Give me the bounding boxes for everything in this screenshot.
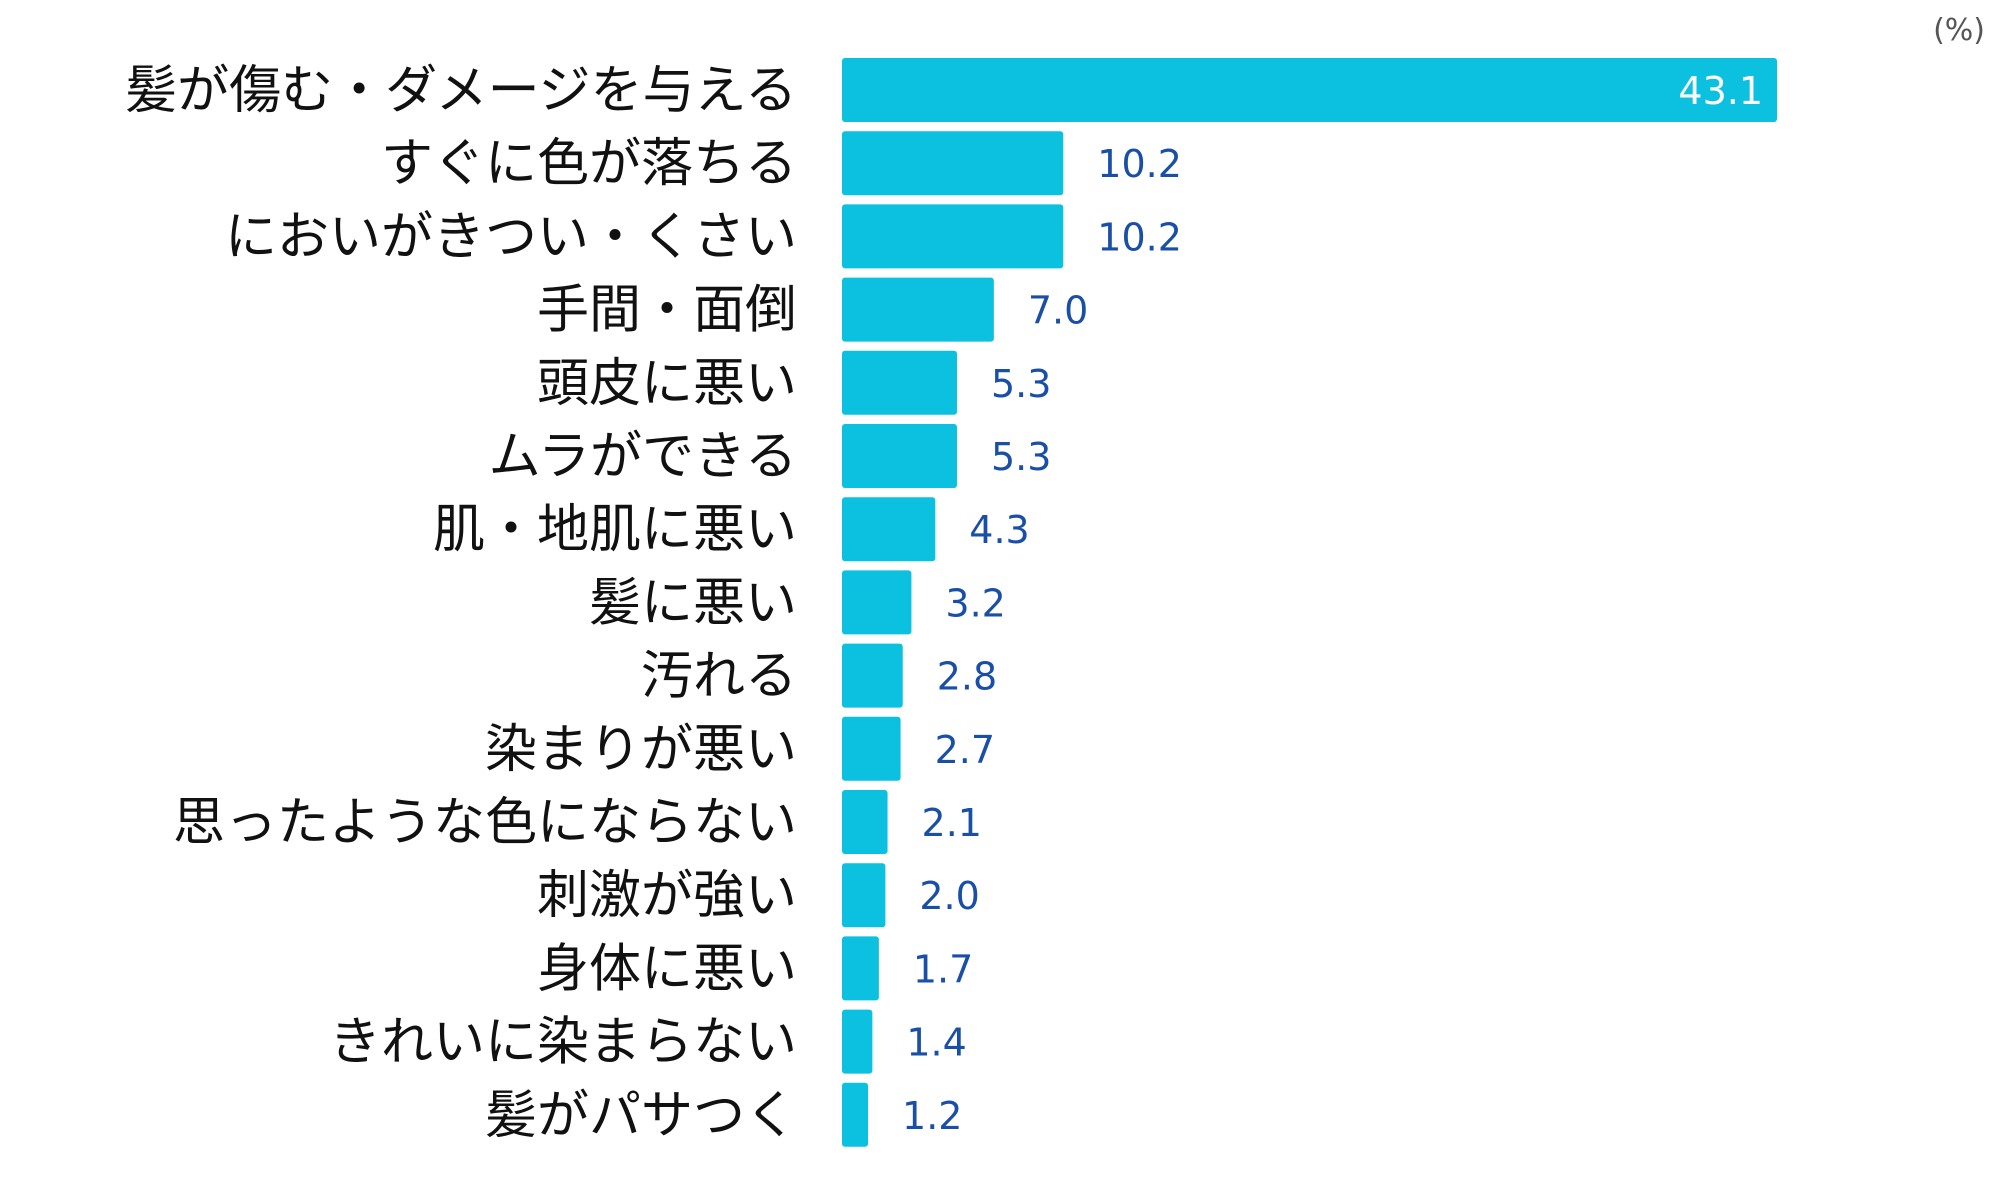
category-label: 汚れる	[641, 647, 797, 707]
bar	[842, 790, 888, 854]
bar	[842, 643, 903, 708]
value-label: 1.4	[906, 1021, 966, 1065]
category-label: 染まりが悪い	[485, 720, 797, 780]
bar	[842, 570, 912, 635]
bar	[842, 936, 879, 1001]
value-label: 43.1	[1678, 69, 1763, 113]
category-label: においがきつい・くさい	[225, 207, 797, 267]
value-label: 2.7	[935, 728, 995, 772]
bar	[842, 497, 936, 562]
value-label: 1.7	[913, 947, 973, 991]
bars-group: 髪が傷む・ダメージを与える 43.1 すぐに色が落ちる 10.2 においがきつい・くさい…	[125, 58, 1777, 1147]
category-label: 肌・地肌に悪い	[433, 500, 797, 560]
value-label: 3.2	[945, 581, 1005, 625]
category-label: 髪に悪い	[589, 573, 797, 633]
bar	[842, 131, 1064, 196]
value-label: 7.0	[1028, 289, 1088, 333]
unit-label: (%)	[1933, 13, 1985, 48]
value-label: 5.3	[991, 435, 1051, 479]
bar	[842, 350, 957, 415]
category-label: 髪が傷む・ダメージを与える	[125, 61, 797, 121]
value-label: 5.3	[991, 362, 1051, 406]
category-label: 頭皮に悪い	[537, 354, 797, 414]
category-label: 刺激が強い	[537, 866, 797, 926]
category-label: きれいに染まらない	[329, 1013, 797, 1073]
category-label: 手間・面倒	[537, 281, 797, 341]
value-label: 2.1	[922, 801, 982, 845]
bar	[842, 1082, 869, 1147]
bar	[842, 863, 886, 928]
bar	[842, 424, 957, 488]
value-label: 10.2	[1097, 215, 1182, 259]
category-label: ムラができる	[489, 427, 797, 487]
bar	[842, 716, 901, 781]
value-label: 2.8	[937, 655, 997, 699]
bar	[842, 277, 994, 342]
bar	[842, 58, 1777, 122]
category-label: すぐに色が落ちる	[381, 134, 797, 194]
value-label: 4.3	[969, 508, 1029, 552]
category-label: 身体に悪い	[537, 939, 797, 999]
category-label: 思ったような色にならない	[173, 793, 797, 853]
value-label: 2.0	[919, 874, 979, 918]
value-label: 10.2	[1097, 142, 1182, 186]
value-label: 1.2	[902, 1094, 962, 1138]
bar	[842, 1009, 873, 1074]
category-label: 髪がパサつく	[485, 1086, 797, 1146]
bar	[842, 204, 1064, 269]
